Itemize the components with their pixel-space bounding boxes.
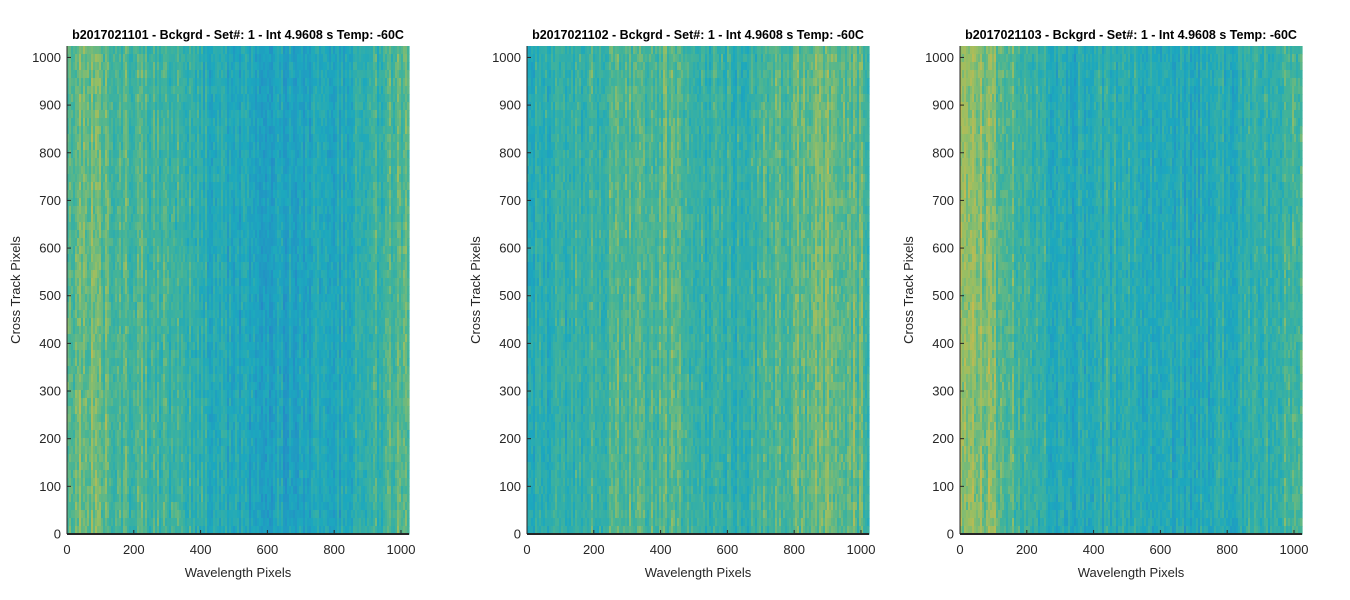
chart-panel-1: b2017021101 - Bckgrd - Set#: 1 - Int 4.9… [8,28,415,580]
heatmap-cells [67,46,410,535]
figure: b2017021101 - Bckgrd - Set#: 1 - Int 4.9… [0,0,1350,600]
